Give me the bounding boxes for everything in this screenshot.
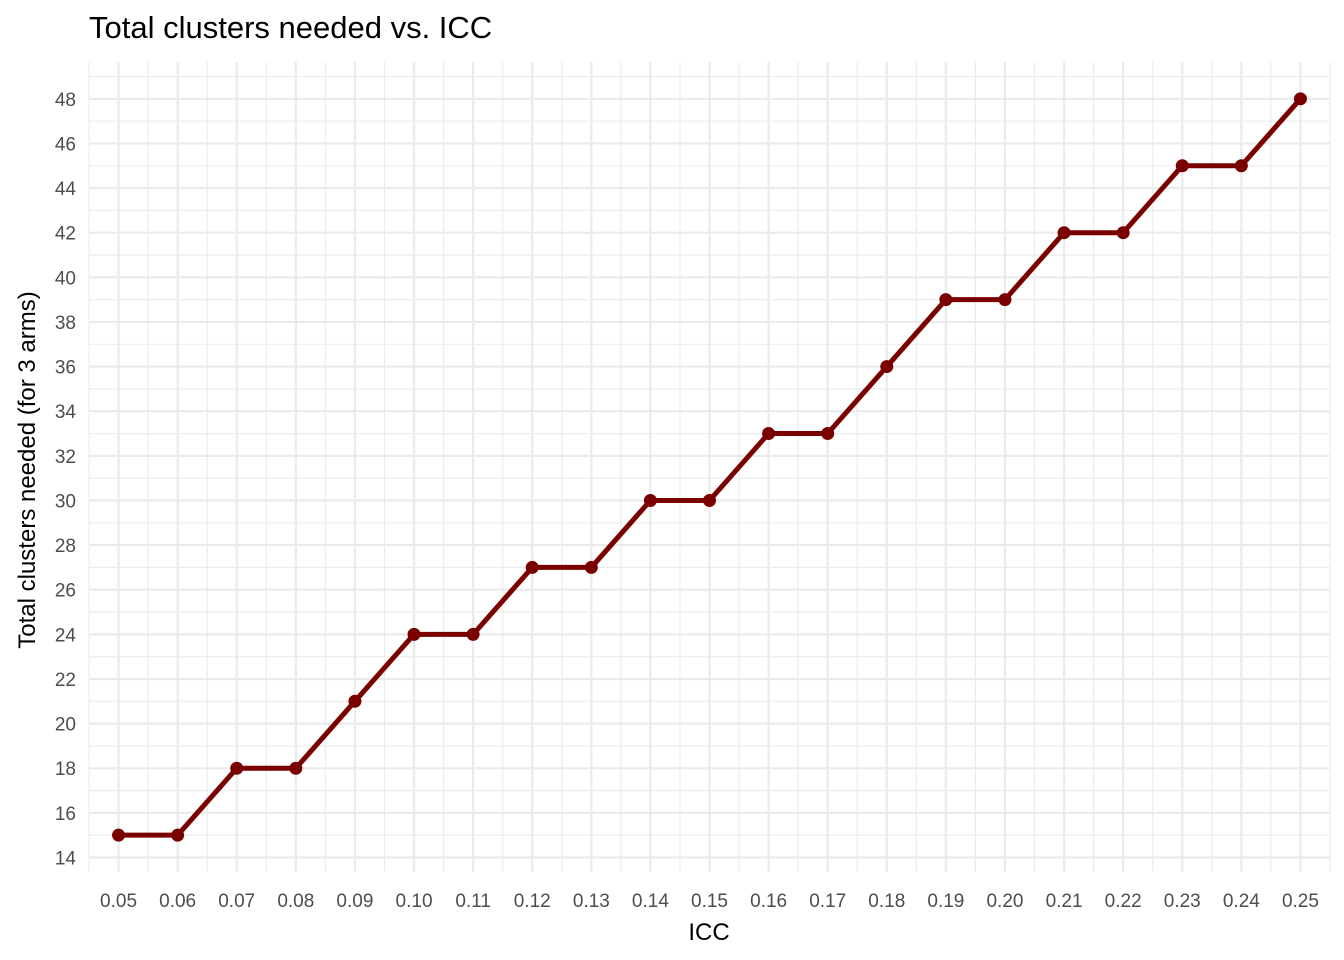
x-tick-label: 0.05: [100, 891, 137, 912]
data-point: [348, 694, 362, 708]
x-tick-label: 0.16: [750, 891, 787, 912]
data-point: [939, 293, 953, 307]
x-tick-label: 0.24: [1223, 891, 1260, 912]
y-tick-label: 30: [55, 491, 76, 512]
data-point: [998, 293, 1012, 307]
y-tick-label: 38: [55, 313, 76, 334]
data-point: [171, 828, 185, 842]
x-tick-label: 0.12: [514, 891, 551, 912]
y-tick-label: 20: [55, 715, 76, 736]
y-tick-label: 40: [55, 268, 76, 289]
data-point: [1175, 159, 1189, 173]
x-tick-label: 0.18: [868, 891, 905, 912]
x-tick-label: 0.20: [986, 891, 1023, 912]
y-tick-label: 48: [55, 90, 76, 111]
x-tick-label: 0.25: [1282, 891, 1319, 912]
data-point: [112, 828, 126, 842]
y-tick-label: 44: [55, 179, 77, 200]
y-tick-label: 24: [55, 625, 77, 646]
y-tick-label: 26: [55, 581, 76, 602]
x-tick-label: 0.14: [632, 891, 669, 912]
data-point: [762, 427, 776, 441]
data-point: [1057, 226, 1071, 240]
x-tick-label: 0.21: [1046, 891, 1083, 912]
x-tick-label: 0.06: [159, 891, 196, 912]
y-axis-ticks: 14 16 18 20 22 24 26 28 30 32 34 36 38 40 42 44 46 48: [55, 90, 77, 870]
data-point: [407, 627, 421, 641]
x-tick-label: 0.13: [573, 891, 610, 912]
x-tick-label: 0.09: [336, 891, 373, 912]
data-point: [1116, 226, 1130, 240]
x-tick-label: 0.23: [1164, 891, 1201, 912]
y-axis-title: Total clusters needed (for 3 arms): [14, 291, 41, 648]
data-point: [289, 761, 303, 775]
x-tick-label: 0.10: [396, 891, 433, 912]
y-tick-label: 46: [55, 134, 76, 155]
y-tick-label: 34: [55, 402, 77, 423]
data-point: [643, 493, 657, 507]
x-tick-label: 0.07: [218, 891, 255, 912]
data-point: [584, 560, 598, 574]
data-point: [466, 627, 480, 641]
y-tick-label: 16: [55, 804, 76, 825]
x-axis-ticks: 0.05 0.06 0.07 0.08 0.09 0.10 0.11 0.12 0.13 0.14…: [100, 891, 1319, 912]
x-axis-title: ICC: [688, 919, 729, 946]
major-gridlines: [89, 62, 1330, 872]
data-point: [1293, 92, 1307, 106]
data-point: [1234, 159, 1248, 173]
x-tick-label: 0.11: [455, 891, 491, 912]
y-tick-label: 42: [55, 224, 76, 245]
x-tick-label: 0.17: [809, 891, 846, 912]
x-tick-label: 0.15: [691, 891, 728, 912]
y-tick-label: 22: [55, 670, 76, 691]
x-tick-label: 0.08: [277, 891, 314, 912]
data-point: [880, 360, 894, 374]
y-tick-label: 28: [55, 536, 76, 557]
y-tick-label: 18: [55, 759, 76, 780]
chart-title: Total clusters needed vs. ICC: [89, 10, 493, 45]
y-tick-label: 36: [55, 358, 76, 379]
data-point: [230, 761, 244, 775]
y-tick-label: 32: [55, 447, 76, 468]
data-point: [525, 560, 539, 574]
data-point: [821, 427, 835, 441]
y-tick-label: 14: [55, 848, 77, 869]
data-point: [703, 493, 716, 507]
x-tick-label: 0.22: [1105, 891, 1142, 912]
series-layer: [112, 92, 1307, 842]
x-tick-label: 0.19: [927, 891, 964, 912]
